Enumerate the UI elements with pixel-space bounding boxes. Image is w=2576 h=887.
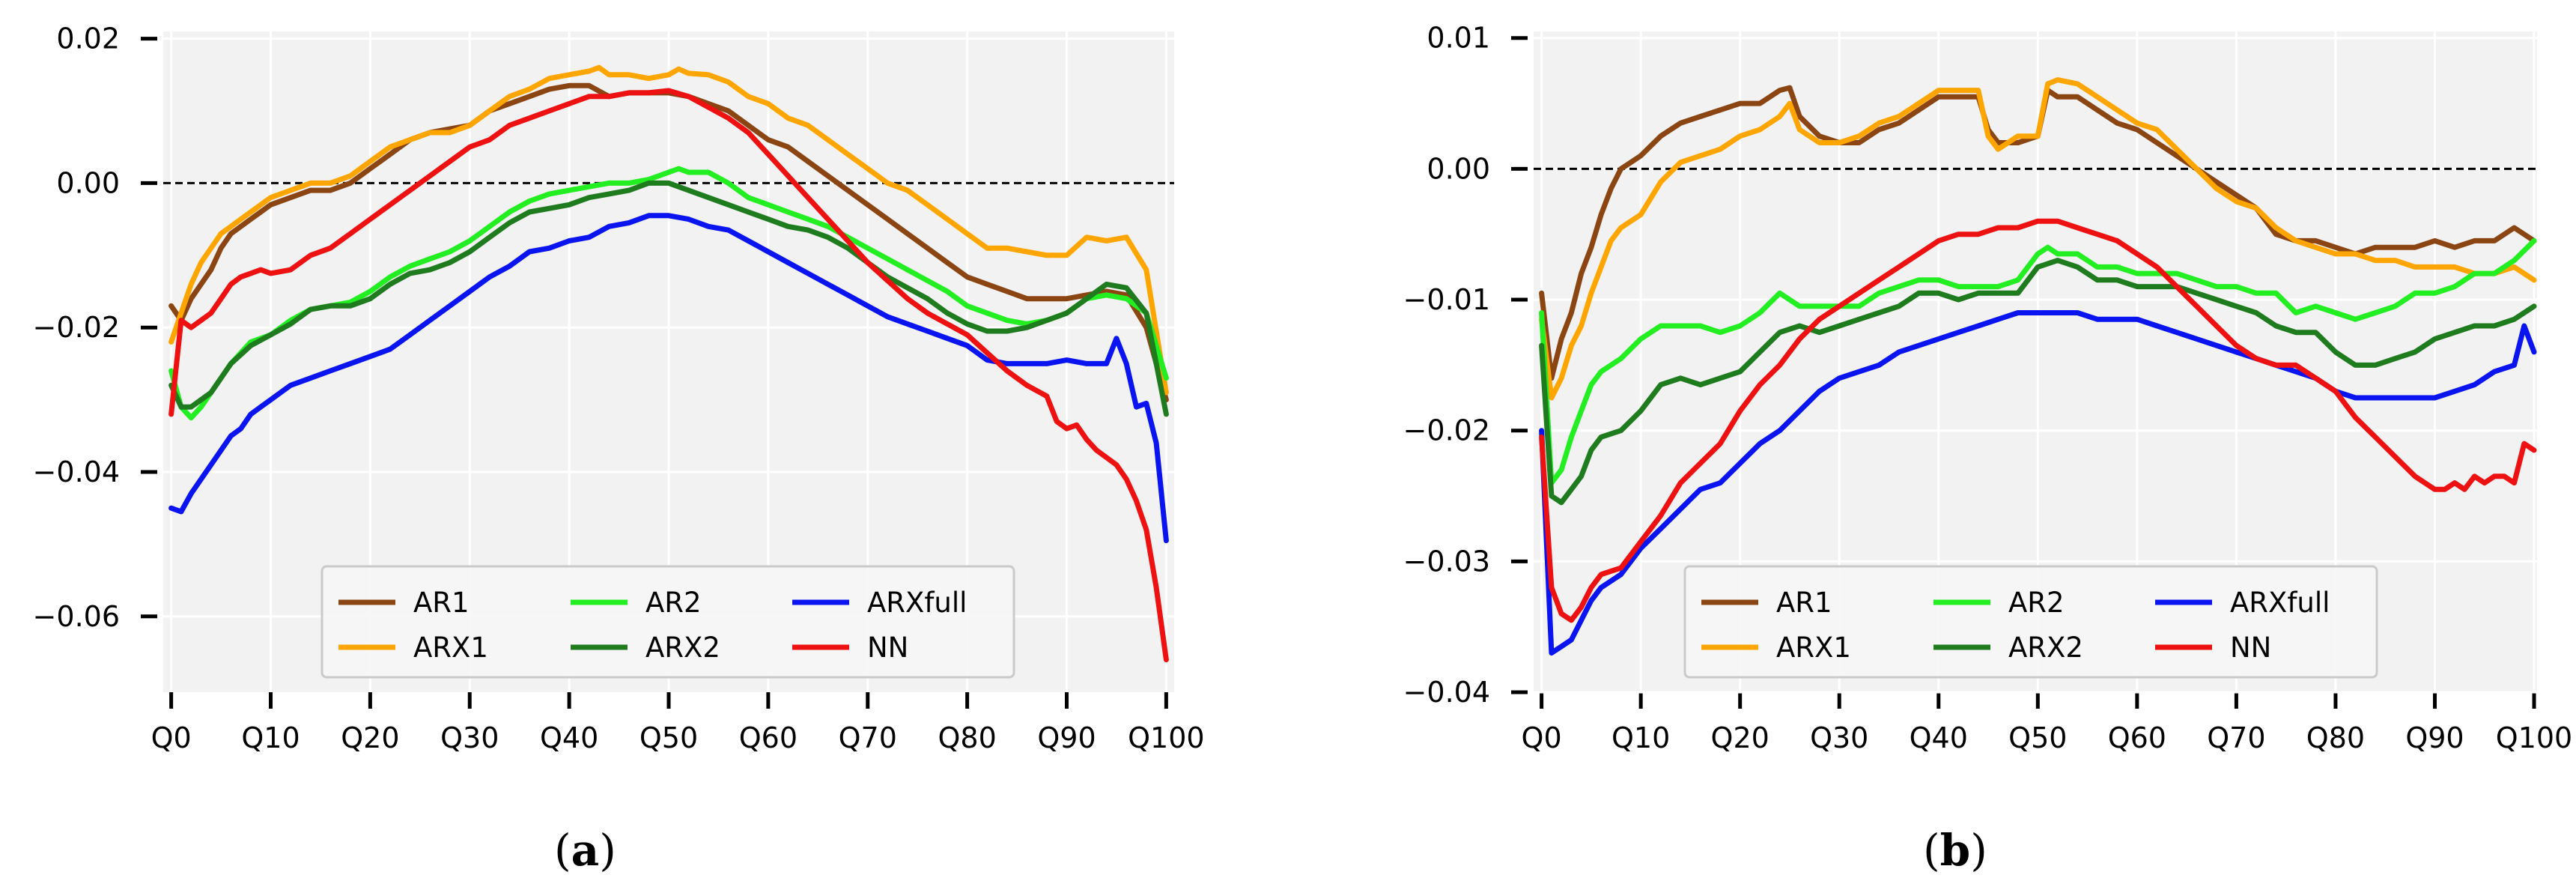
x-tick-label-a: Q20 (341, 721, 399, 754)
legend-label-arx2-b: ARX2 (2008, 632, 2083, 664)
series-line-arx2-b (1539, 258, 2537, 506)
legend-label-arx2-a: ARX2 (645, 632, 720, 664)
x-tick-label-b: Q0 (1522, 721, 1562, 754)
panel-caption-a: (a) (554, 825, 616, 876)
legend-label-nn-a: NN (867, 632, 908, 664)
y-tick-label-b: 0.01 (1427, 22, 1490, 55)
caption-open-paren-b: ( (1923, 825, 1940, 876)
x-tick-label-b: Q70 (2207, 721, 2265, 754)
caption-close-paren-a: ) (599, 825, 616, 876)
legend-label-ar1-b: AR1 (1776, 587, 1832, 619)
series-line-nn-a (168, 88, 1169, 663)
series-line-ar2-b (1539, 237, 2537, 486)
y-tick-label-b: −0.04 (1403, 676, 1490, 709)
series-line-arx1-a (168, 64, 1169, 396)
caption-letter-b: b (1940, 825, 1971, 876)
x-tick-label-a: Q40 (540, 721, 598, 754)
x-tick-label-a: Q60 (739, 721, 798, 754)
legend-label-nn-b: NN (2230, 632, 2271, 664)
x-tick-label-a: Q90 (1037, 721, 1096, 754)
panel-b: Q0 Q10 Q20 Q30 Q40 Q50 Q60 Q70 Q80 Q90 Q100 0.01 0.0… (1403, 22, 2573, 876)
caption-open-paren-a: ( (554, 825, 571, 876)
series-line-arx1-b (1539, 77, 2537, 401)
x-tick-label-b: Q80 (2306, 721, 2365, 754)
caption-letter-a: a (571, 825, 600, 876)
y-tick-label-b: −0.02 (1403, 414, 1490, 447)
panel-caption-b: (b) (1923, 825, 1987, 876)
x-tick-label-b: Q60 (2108, 721, 2166, 754)
y-tick-label-b: 0.00 (1427, 152, 1490, 185)
y-tick-label-a: −0.04 (33, 455, 120, 488)
x-tick-label-a: Q50 (640, 721, 698, 754)
x-tick-label-a: Q10 (241, 721, 300, 754)
x-tick-label-b: Q20 (1711, 721, 1770, 754)
x-tick-label-b: Q100 (2496, 721, 2572, 754)
x-tick-label-b: Q30 (1810, 721, 1868, 754)
legend-label-arx1-b: ARX1 (1776, 632, 1851, 664)
legend-b: AR1 ARX1 AR2 ARX2 ARXfull NN (1683, 565, 2378, 679)
x-tick-label-a: Q70 (839, 721, 897, 754)
y-tick-label-a: −0.06 (33, 600, 120, 633)
legend-label-arxfull-a: ARXfull (867, 587, 967, 619)
y-tick-label-a: 0.00 (56, 166, 120, 199)
series-line-arxfull-b (1539, 310, 2537, 656)
legend-label-arx1-a: ARX1 (413, 632, 488, 664)
x-tick-label-b: Q40 (1910, 721, 1968, 754)
x-tick-label-b: Q10 (1611, 721, 1670, 754)
x-tick-label-b: Q50 (2008, 721, 2067, 754)
x-tick-label-a: Q30 (440, 721, 499, 754)
series-line-arxfull-a (168, 213, 1169, 544)
legend-label-arxfull-b: ARXfull (2230, 587, 2330, 619)
legend-label-ar2-b: AR2 (2008, 587, 2065, 619)
legend-label-ar1-a: AR1 (413, 587, 470, 619)
series-line-ar2-a (168, 166, 1169, 421)
legend-a: AR1 ARX1 AR2 ARX2 ARXfull NN (321, 565, 1015, 679)
y-tick-label-a: −0.02 (33, 311, 120, 344)
x-tick-label-a: Q100 (1128, 721, 1204, 754)
series-line-arx2-a (168, 180, 1169, 417)
y-tick-label-a: 0.02 (56, 22, 120, 55)
x-tick-label-a: Q80 (938, 721, 996, 754)
series-line-nn-b (1539, 218, 2537, 623)
y-tick-label-b: −0.01 (1403, 283, 1490, 316)
x-tick-label-a: Q0 (151, 721, 192, 754)
y-tick-label-b: −0.03 (1403, 545, 1490, 578)
legend-label-ar2-a: AR2 (645, 587, 702, 619)
caption-close-paren-b: ) (1970, 825, 1987, 876)
x-tick-label-b: Q90 (2405, 721, 2464, 754)
panel-a: Q0 Q10 Q20 Q30 Q40 Q50 Q60 Q70 Q80 Q90 Q100 0.02 0.0… (33, 22, 1205, 876)
